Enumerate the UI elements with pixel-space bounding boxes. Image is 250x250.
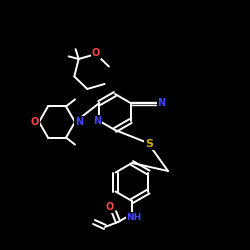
Text: NH: NH (126, 212, 142, 222)
Text: N: N (93, 116, 102, 126)
Text: N: N (75, 117, 83, 127)
Text: S: S (145, 139, 153, 149)
Text: O: O (31, 117, 39, 127)
Text: N: N (158, 98, 166, 108)
Text: O: O (92, 48, 100, 58)
Text: O: O (106, 202, 114, 212)
